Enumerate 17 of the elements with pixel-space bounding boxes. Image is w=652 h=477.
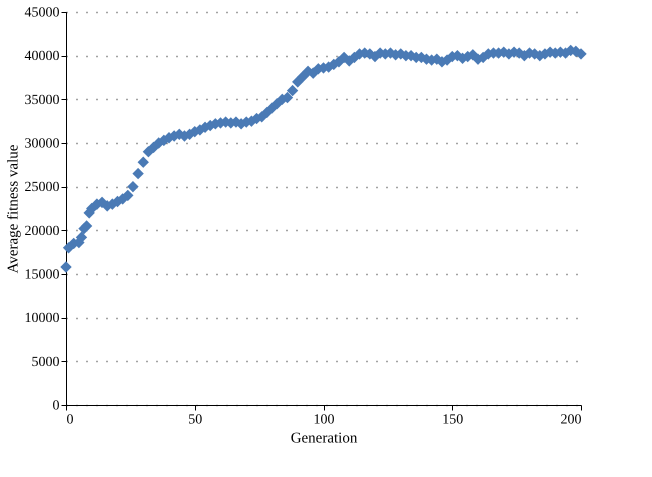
y-tick-label: 10000: [24, 311, 60, 326]
x-axis-title: Generation: [290, 430, 358, 446]
y-tick-label: 20000: [24, 224, 60, 239]
y-tick-label: 5000: [32, 354, 60, 370]
x-tick-label: 150: [442, 412, 464, 428]
y-tick-label: 0: [52, 398, 60, 414]
y-tick-label: 15000: [24, 268, 60, 282]
y-tick-label: 45000: [24, 6, 60, 20]
y-axis-title: Average fitness value: [6, 144, 22, 274]
y-tick-label: 40000: [24, 49, 60, 64]
y-tick-label: 35000: [24, 92, 60, 108]
x-tick-label: 200: [560, 412, 582, 428]
x-tick-label: 50: [188, 412, 202, 428]
y-tick-label: 25000: [24, 180, 60, 196]
x-tick-label: 100: [314, 412, 334, 428]
y-tick-label: 30000: [24, 136, 60, 152]
x-tick-label: 0: [66, 412, 74, 428]
